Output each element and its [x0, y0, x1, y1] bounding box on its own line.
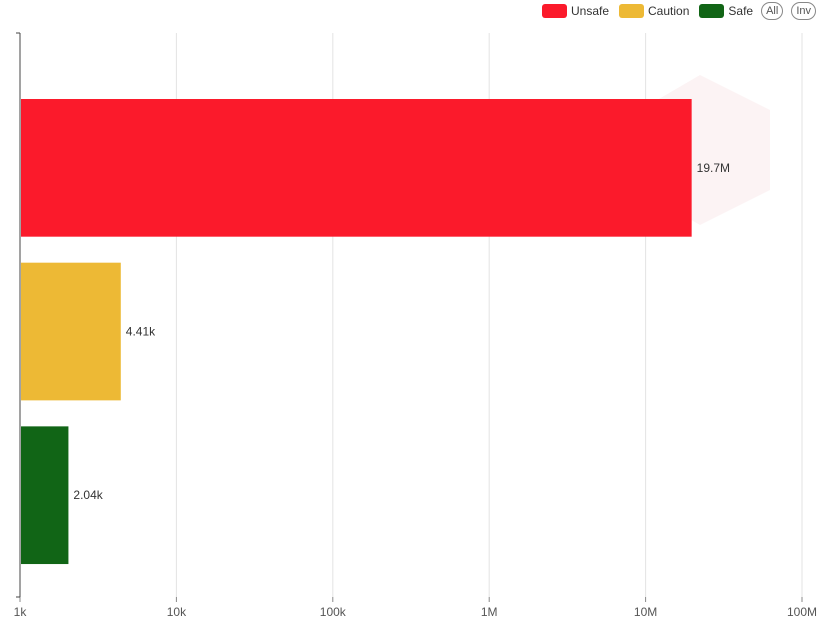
x-tick-label: 1M	[481, 605, 498, 619]
data-label-caution: 4.41k	[126, 325, 156, 339]
legend-all-button[interactable]: All	[761, 2, 784, 20]
x-tick-labels: 1k 10k 100k 1M 10M 100M	[14, 605, 817, 619]
axes	[16, 32, 803, 602]
legend-swatch-unsafe	[541, 4, 567, 18]
legend: Unsafe Caution Safe All Inv	[532, 2, 816, 20]
legend-label-safe: Safe	[728, 4, 754, 18]
legend-swatch-caution	[619, 4, 645, 18]
data-label-unsafe: 19.7M	[697, 161, 730, 175]
legend-inv-button[interactable]: Inv	[791, 2, 816, 20]
x-tick-label: 100M	[787, 605, 817, 619]
legend-label-unsafe: Unsafe	[570, 4, 610, 18]
bar-unsafe[interactable]	[21, 99, 692, 237]
legend-item-caution[interactable]: Caution	[619, 4, 689, 18]
bar-safe[interactable]	[21, 426, 69, 565]
x-tick-label: 10k	[167, 605, 187, 619]
bars	[21, 99, 692, 565]
x-tick-label: 100k	[320, 605, 347, 619]
legend-label-caution: Caution	[648, 4, 690, 18]
legend-item-unsafe[interactable]: Unsafe	[541, 4, 610, 18]
x-tick-label: 1k	[14, 605, 28, 619]
legend-swatch-safe	[699, 4, 725, 18]
x-tick-label: 10M	[634, 605, 657, 619]
bar-caution[interactable]	[21, 262, 121, 401]
data-label-safe: 2.04k	[73, 488, 103, 502]
data-labels: 19.7M 4.41k 2.04k	[73, 161, 730, 502]
legend-item-safe[interactable]: Safe	[699, 4, 753, 18]
